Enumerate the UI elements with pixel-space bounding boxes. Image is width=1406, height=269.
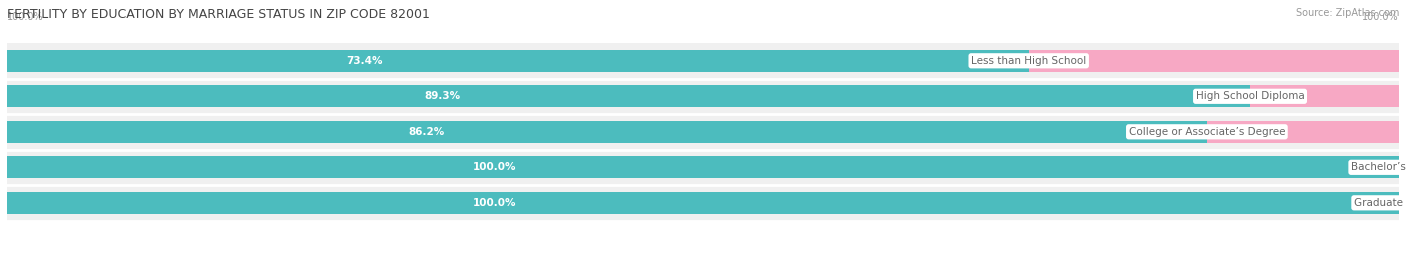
Text: 73.4%: 73.4% <box>346 56 382 66</box>
Text: 100.0%: 100.0% <box>472 162 516 172</box>
Bar <box>7 50 1029 72</box>
Text: 100.0%: 100.0% <box>7 12 44 22</box>
Bar <box>1250 85 1399 107</box>
Text: FERTILITY BY EDUCATION BY MARRIAGE STATUS IN ZIP CODE 82001: FERTILITY BY EDUCATION BY MARRIAGE STATU… <box>7 8 430 21</box>
Bar <box>7 43 1399 79</box>
Text: Source: ZipAtlas.com: Source: ZipAtlas.com <box>1295 8 1399 18</box>
Bar <box>7 121 1206 143</box>
Bar <box>7 114 1399 150</box>
Bar <box>7 156 1399 178</box>
Text: Less than High School: Less than High School <box>972 56 1087 66</box>
Bar <box>7 192 1399 214</box>
Text: Bachelor’s Degree: Bachelor’s Degree <box>1351 162 1406 172</box>
Text: 89.3%: 89.3% <box>425 91 460 101</box>
Text: 100.0%: 100.0% <box>1362 12 1399 22</box>
Text: 86.2%: 86.2% <box>409 127 446 137</box>
Text: College or Associate’s Degree: College or Associate’s Degree <box>1129 127 1285 137</box>
Bar <box>7 79 1399 114</box>
Bar <box>1206 121 1399 143</box>
Bar <box>1029 50 1399 72</box>
Bar <box>7 85 1250 107</box>
Text: 100.0%: 100.0% <box>472 198 516 208</box>
Bar <box>7 150 1399 185</box>
Text: Graduate Degree: Graduate Degree <box>1354 198 1406 208</box>
Bar <box>7 185 1399 221</box>
Text: High School Diploma: High School Diploma <box>1195 91 1305 101</box>
